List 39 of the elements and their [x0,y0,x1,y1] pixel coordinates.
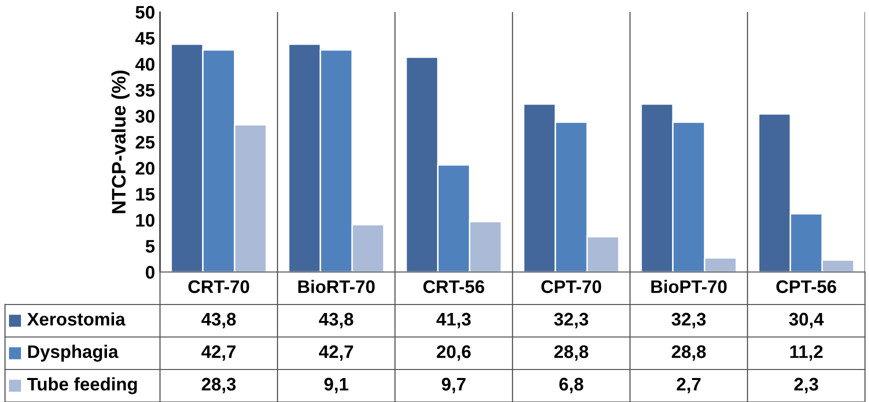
data-label: 9,7 [442,378,466,394]
data-label: 32,3 [554,312,588,328]
data-label: 2,7 [676,378,701,394]
legend-label: Tube feeding [27,377,137,394]
data-label: 43,8 [318,312,354,328]
y-tick-label: 50 [136,6,154,19]
y-tick-label: 40 [135,58,154,71]
data-label: 11,2 [790,345,823,361]
y-tick-label: 10 [136,214,154,227]
data-label: 28,8 [554,345,588,361]
x-tick-label: CRT-56 [423,280,484,294]
data-label: 2,3 [794,378,818,394]
x-tick-label: CPT-56 [776,280,836,294]
x-tick-label: BioRT-70 [298,280,375,294]
y-tick-label: 30 [135,110,154,123]
legend-label: Dysphagia [28,344,118,362]
data-label: 6,8 [559,378,584,394]
y-tick-label: 20 [136,162,154,175]
x-tick-label: CRT-70 [188,280,250,294]
data-label: 42,7 [318,345,354,361]
x-tick-label: BioPT-70 [651,280,727,294]
y-tick-label: 5 [146,240,155,253]
data-label: 32,3 [672,312,706,328]
y-tick-label: 15 [136,188,155,201]
data-label: 28,3 [202,378,236,394]
data-label: 30,4 [789,312,824,328]
data-label: 42,7 [201,345,236,361]
data-label: 41,3 [436,312,471,328]
y-tick-label: 25 [136,136,155,149]
y-tick-label: 0 [146,266,154,279]
legend-label: Xerostomia [27,312,126,326]
x-tick-label: CPT-70 [541,280,602,294]
data-label: 20,6 [436,345,471,361]
data-label: 28,8 [672,345,706,361]
y-axis-title: NTCP-value (%) [111,70,130,214]
data-label: 9,1 [324,378,348,394]
data-label: 43,8 [201,312,236,328]
y-tick-label: 45 [135,32,155,45]
y-tick-label: 35 [135,84,155,97]
